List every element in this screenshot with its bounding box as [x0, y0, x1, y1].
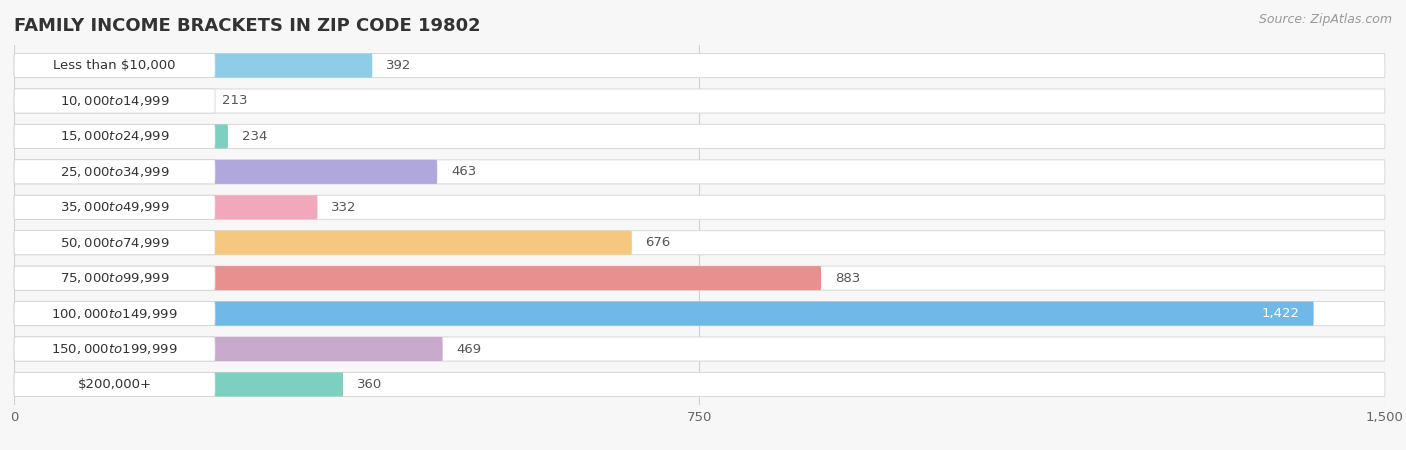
FancyBboxPatch shape	[14, 195, 318, 219]
FancyBboxPatch shape	[14, 124, 1385, 148]
Text: 332: 332	[332, 201, 357, 214]
Text: $35,000 to $49,999: $35,000 to $49,999	[59, 200, 170, 214]
FancyBboxPatch shape	[14, 373, 215, 396]
Text: 469: 469	[457, 342, 481, 356]
FancyBboxPatch shape	[14, 89, 1385, 113]
FancyBboxPatch shape	[14, 231, 1385, 255]
FancyBboxPatch shape	[14, 89, 215, 113]
FancyBboxPatch shape	[14, 231, 215, 255]
Text: $200,000+: $200,000+	[77, 378, 152, 391]
FancyBboxPatch shape	[14, 337, 215, 361]
Text: 392: 392	[387, 59, 412, 72]
Text: 883: 883	[835, 272, 860, 285]
Text: $50,000 to $74,999: $50,000 to $74,999	[59, 236, 170, 250]
Text: $100,000 to $149,999: $100,000 to $149,999	[52, 306, 177, 320]
Text: 234: 234	[242, 130, 267, 143]
FancyBboxPatch shape	[14, 160, 1385, 184]
Text: 463: 463	[451, 165, 477, 178]
Text: $10,000 to $14,999: $10,000 to $14,999	[59, 94, 170, 108]
FancyBboxPatch shape	[14, 54, 1385, 77]
FancyBboxPatch shape	[14, 302, 1313, 326]
FancyBboxPatch shape	[14, 266, 821, 290]
FancyBboxPatch shape	[14, 231, 631, 255]
FancyBboxPatch shape	[14, 195, 1385, 219]
Text: 676: 676	[645, 236, 671, 249]
Text: 213: 213	[222, 94, 247, 108]
FancyBboxPatch shape	[14, 373, 343, 396]
FancyBboxPatch shape	[14, 302, 215, 326]
FancyBboxPatch shape	[14, 373, 1385, 396]
Text: $15,000 to $24,999: $15,000 to $24,999	[59, 130, 170, 144]
Text: $150,000 to $199,999: $150,000 to $199,999	[52, 342, 177, 356]
FancyBboxPatch shape	[14, 266, 1385, 290]
Text: $25,000 to $34,999: $25,000 to $34,999	[59, 165, 170, 179]
Text: 1,422: 1,422	[1263, 307, 1301, 320]
FancyBboxPatch shape	[14, 54, 373, 77]
FancyBboxPatch shape	[14, 89, 208, 113]
Text: Source: ZipAtlas.com: Source: ZipAtlas.com	[1258, 14, 1392, 27]
FancyBboxPatch shape	[14, 54, 215, 77]
FancyBboxPatch shape	[14, 195, 215, 219]
FancyBboxPatch shape	[14, 337, 1385, 361]
FancyBboxPatch shape	[14, 337, 443, 361]
FancyBboxPatch shape	[14, 160, 437, 184]
Text: Less than $10,000: Less than $10,000	[53, 59, 176, 72]
FancyBboxPatch shape	[14, 124, 228, 148]
Text: 360: 360	[357, 378, 382, 391]
Text: $75,000 to $99,999: $75,000 to $99,999	[59, 271, 170, 285]
FancyBboxPatch shape	[14, 124, 215, 148]
FancyBboxPatch shape	[14, 160, 215, 184]
FancyBboxPatch shape	[14, 266, 215, 290]
FancyBboxPatch shape	[14, 302, 1385, 326]
Text: FAMILY INCOME BRACKETS IN ZIP CODE 19802: FAMILY INCOME BRACKETS IN ZIP CODE 19802	[14, 17, 481, 35]
